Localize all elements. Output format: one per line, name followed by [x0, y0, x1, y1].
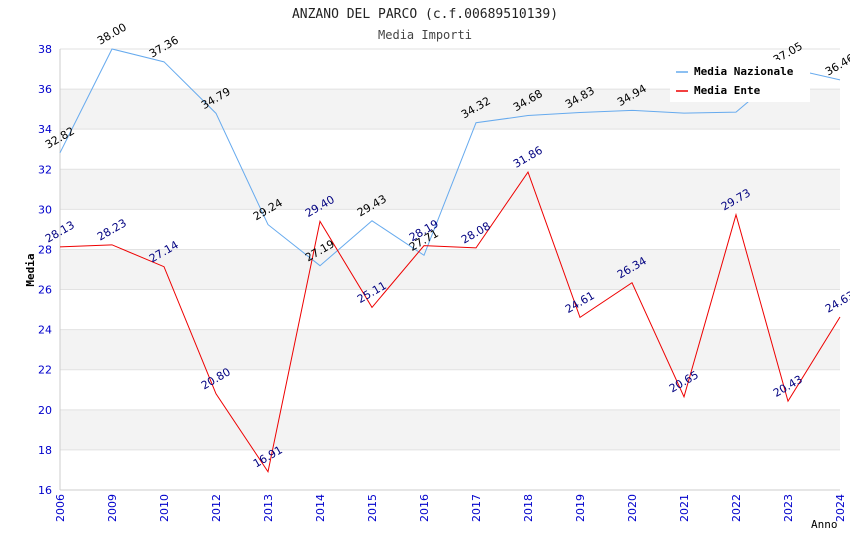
series-lines — [59, 48, 841, 474]
plot-band — [60, 409, 840, 450]
y-tick-label: 34 — [38, 123, 52, 136]
y-tick-labels: 16 18 20 22 24 26 28 30 32 34 36 38 — [38, 43, 52, 497]
x-tick-label: 2020 — [626, 494, 639, 522]
x-tick-label: 2015 — [366, 494, 379, 522]
plot-band — [60, 249, 840, 290]
y-axis-label: Media — [24, 253, 37, 286]
y-tick-label: 32 — [38, 163, 52, 176]
x-tick-label: 2024 — [834, 494, 847, 522]
chart-title: ANZANO DEL PARCO (c.f.00689510139) — [292, 7, 558, 22]
data-label: 36.46 — [823, 51, 850, 78]
data-label: 20.65 — [667, 368, 701, 395]
y-tick-label: 24 — [38, 324, 52, 337]
series-line-nazionale — [59, 48, 841, 267]
plot-bands — [60, 89, 840, 450]
x-tick-label: 2018 — [522, 494, 535, 522]
x-tick-label: 2017 — [470, 494, 483, 522]
data-label: 31.86 — [511, 144, 545, 171]
data-label: 20.43 — [771, 373, 805, 400]
data-label: 28.08 — [459, 219, 493, 246]
y-tick-label: 18 — [38, 444, 52, 457]
x-tick-label: 2021 — [678, 494, 691, 522]
legend-label-nazionale: Media Nazionale — [694, 65, 794, 78]
axes — [59, 49, 840, 491]
chart-subtitle: Media Importi — [378, 28, 472, 42]
y-tick-label: 38 — [38, 43, 52, 56]
x-tick-label: 2013 — [262, 494, 275, 522]
y-tick-label: 22 — [38, 364, 52, 377]
data-label: 28.23 — [95, 216, 129, 243]
x-tick-label: 2014 — [314, 494, 327, 522]
y-tick-label: 20 — [38, 404, 52, 417]
x-tick-label: 2019 — [574, 494, 587, 522]
y-tick-label: 16 — [38, 484, 52, 497]
data-label: 24.63 — [823, 289, 850, 316]
x-axis-label: Anno — [811, 518, 838, 531]
legend: Media Nazionale Media Ente — [670, 60, 810, 102]
y-tick-label: 36 — [38, 83, 52, 96]
y-tick-label: 30 — [38, 203, 52, 216]
legend-label-ente: Media Ente — [694, 84, 761, 97]
data-label: 38.00 — [95, 21, 129, 48]
x-tick-label: 2012 — [210, 494, 223, 522]
x-tick-label: 2022 — [730, 494, 743, 522]
x-tick-label: 2009 — [106, 494, 119, 522]
x-tick-label: 2016 — [418, 494, 431, 522]
x-tick-label: 2023 — [782, 494, 795, 522]
legend-box — [670, 60, 810, 102]
y-tick-label: 28 — [38, 243, 52, 256]
x-tick-labels: 2006 2009 2010 2012 2013 2014 2015 2016 2017 2018… — [54, 494, 847, 522]
data-label: 24.61 — [563, 289, 597, 316]
x-tick-label: 2006 — [54, 494, 67, 522]
series-line-ente — [59, 170, 841, 474]
y-tick-label: 26 — [38, 284, 52, 297]
x-tick-label: 2010 — [158, 494, 171, 522]
data-label: 37.36 — [147, 33, 181, 60]
plot-band — [60, 329, 840, 370]
